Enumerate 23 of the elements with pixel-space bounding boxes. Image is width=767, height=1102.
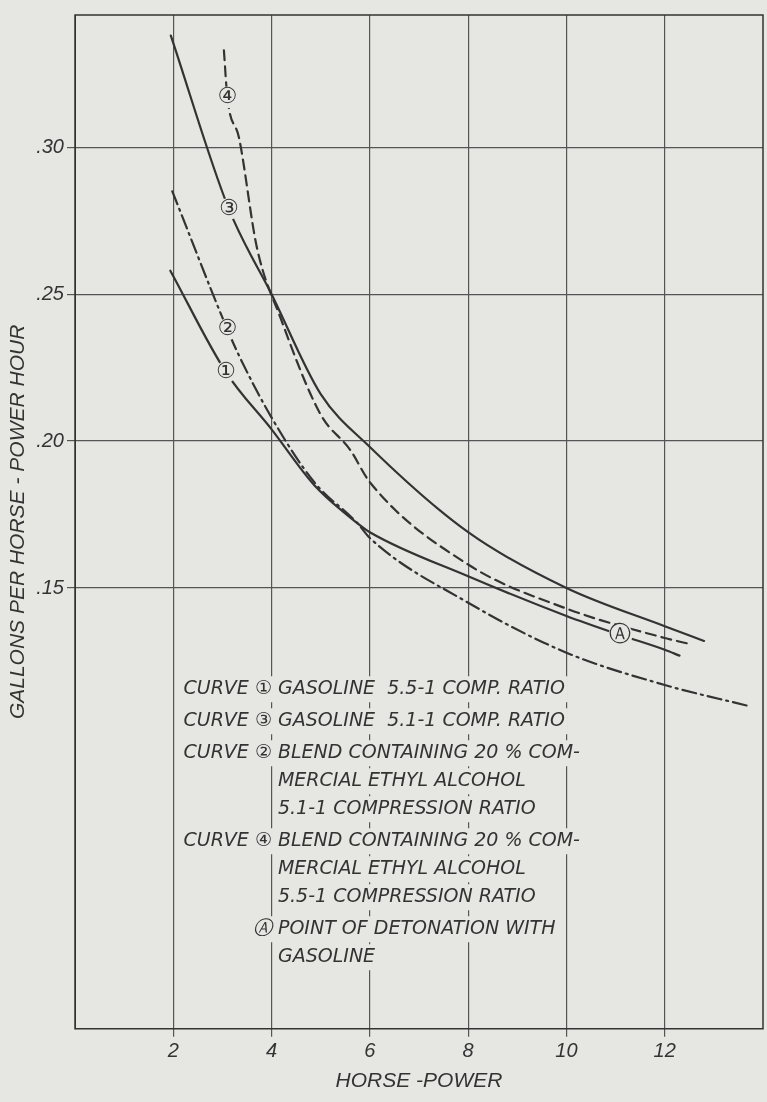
y-axis-title: GALLONS PER HORSE - POWER HOUR (5, 324, 29, 720)
x-tick-label: 6 (364, 1039, 377, 1062)
x-tick-label: 12 (653, 1039, 676, 1062)
x-tick-label: 4 (266, 1039, 278, 1062)
line-series (171, 190, 748, 707)
annotation: CURVE ② BLEND CONTAINING 20 % COM- MERCIAL ETHYL ALCOHOL 5.1-1 COMPRESSION RATIO (183, 740, 581, 819)
y-tick-label: .25 (36, 281, 65, 304)
series-label: ③ (218, 194, 239, 220)
annotation: CURVE ③ GASOLINE 5.1-1 COMP. RATIO (183, 708, 565, 731)
y-tick-label: .30 (36, 134, 64, 157)
x-tick-label: 10 (555, 1039, 578, 1062)
x-tick-label: 8 (462, 1039, 474, 1062)
series-label: ④ (217, 83, 238, 108)
annotation: Ⓐ POINT OF DETONATION WITH GASOLINE (252, 916, 556, 967)
annotation: Ⓐ (609, 620, 632, 646)
series-label: ① (216, 357, 236, 383)
y-tick-label: .15 (36, 575, 65, 598)
series-label: ② (217, 315, 238, 341)
annotation: CURVE ① GASOLINE 5.5-1 COMP. RATIO (183, 676, 565, 699)
x-tick-label: 2 (166, 1039, 179, 1062)
x-axis-title: HORSE -POWER (335, 1068, 503, 1092)
annotation: CURVE ④ BLEND CONTAINING 20 % COM- MERCIAL ETHYL ALCOHOL 5.5-1 COMPRESSION RATIO (183, 828, 581, 907)
y-tick-label: .20 (36, 428, 64, 451)
